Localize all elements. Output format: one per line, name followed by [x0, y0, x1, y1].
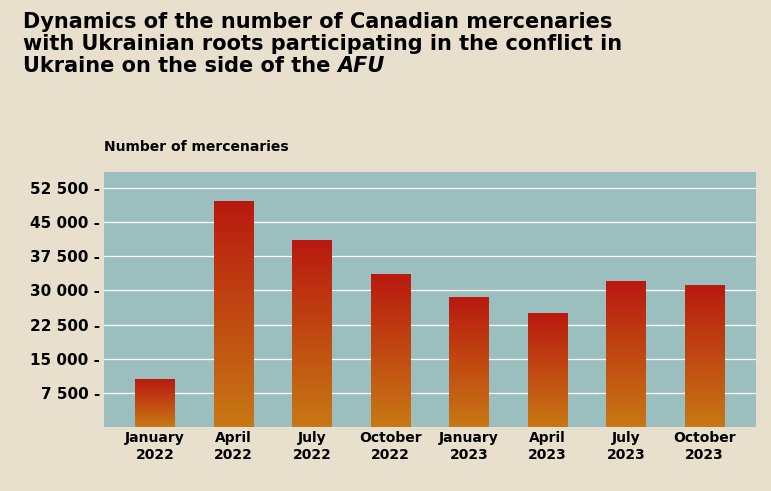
Text: Dynamics of the number of Canadian mercenaries: Dynamics of the number of Canadian merce… [23, 12, 612, 32]
Text: with Ukrainian roots participating in the conflict in: with Ukrainian roots participating in th… [23, 34, 622, 55]
Text: AFU: AFU [338, 56, 386, 77]
Text: Ukraine on the side of the: Ukraine on the side of the [23, 56, 338, 77]
Text: Number of mercenaries: Number of mercenaries [104, 140, 288, 154]
